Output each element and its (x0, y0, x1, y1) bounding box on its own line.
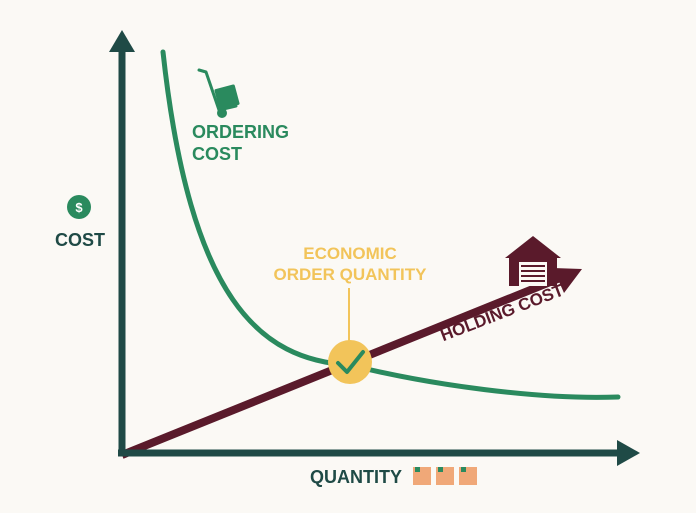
ordering-cost-label-line2: COST (192, 144, 242, 164)
ordering-cost-label-line1: ORDERING (192, 122, 289, 142)
holding-cost-label: HOLDING COST (438, 280, 567, 345)
warehouse-icon (505, 236, 561, 286)
y-axis (109, 30, 135, 456)
checkmark-icon (336, 350, 365, 374)
dollar-sign: $ (75, 200, 83, 215)
boxes-icon (413, 467, 477, 485)
eoq-label-line1: ECONOMIC (303, 244, 397, 263)
eoq-marker (328, 340, 372, 384)
hand-truck-icon (197, 68, 240, 118)
eoq-label-line2: ORDER QUANTITY (274, 265, 428, 284)
x-axis-label: QUANTITY (310, 467, 402, 487)
y-axis-label: COST (55, 230, 105, 250)
dollar-coin-icon: $ (67, 195, 91, 219)
x-axis (118, 440, 640, 466)
